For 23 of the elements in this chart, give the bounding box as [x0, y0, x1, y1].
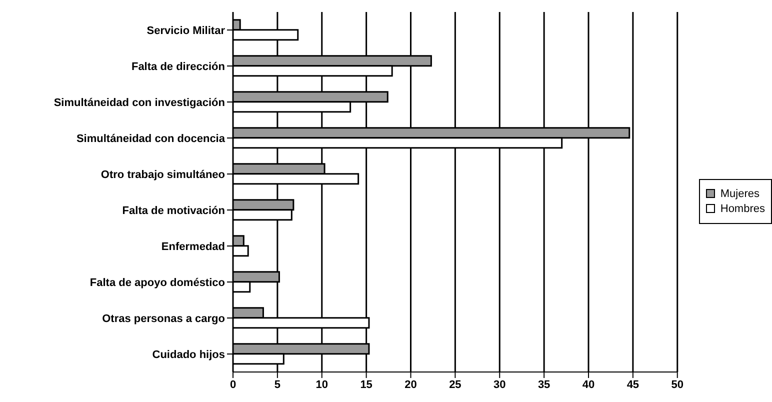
- x-tick-label: 45: [626, 378, 640, 391]
- legend-label: Mujeres: [720, 188, 760, 200]
- x-tick-label: 30: [494, 378, 506, 391]
- y-tick-label: Servicio Militar: [146, 24, 226, 37]
- x-tick-label: 5: [274, 378, 280, 391]
- x-tick-label: 20: [404, 378, 417, 391]
- y-tick-label: Falta de motivación: [122, 204, 226, 217]
- x-tick-label: 25: [449, 378, 462, 391]
- y-tick-label: Falta de dirección: [131, 60, 226, 73]
- y-tick-label: Otro trabajo simultáneo: [100, 168, 226, 181]
- y-tick-label: Falta de apoyo doméstico: [90, 276, 226, 289]
- x-tick-label: 0: [230, 378, 236, 391]
- legend-label: Hombres: [720, 202, 765, 214]
- y-tick-label: Cuidado hijos: [152, 348, 225, 361]
- x-tick-label: 35: [538, 378, 550, 391]
- y-tick-label: Simultáneidad con docencia: [76, 132, 226, 145]
- x-tick-label: 50: [671, 378, 684, 391]
- x-tick-label: 40: [582, 378, 595, 391]
- x-tick-label: 10: [316, 378, 328, 391]
- y-tick-label: Simultáneidad con investigación: [54, 96, 226, 109]
- x-tick-label: 15: [360, 378, 372, 391]
- y-tick-label: Enfermedad: [161, 240, 225, 253]
- y-tick-label: Otras personas a cargo: [102, 312, 226, 325]
